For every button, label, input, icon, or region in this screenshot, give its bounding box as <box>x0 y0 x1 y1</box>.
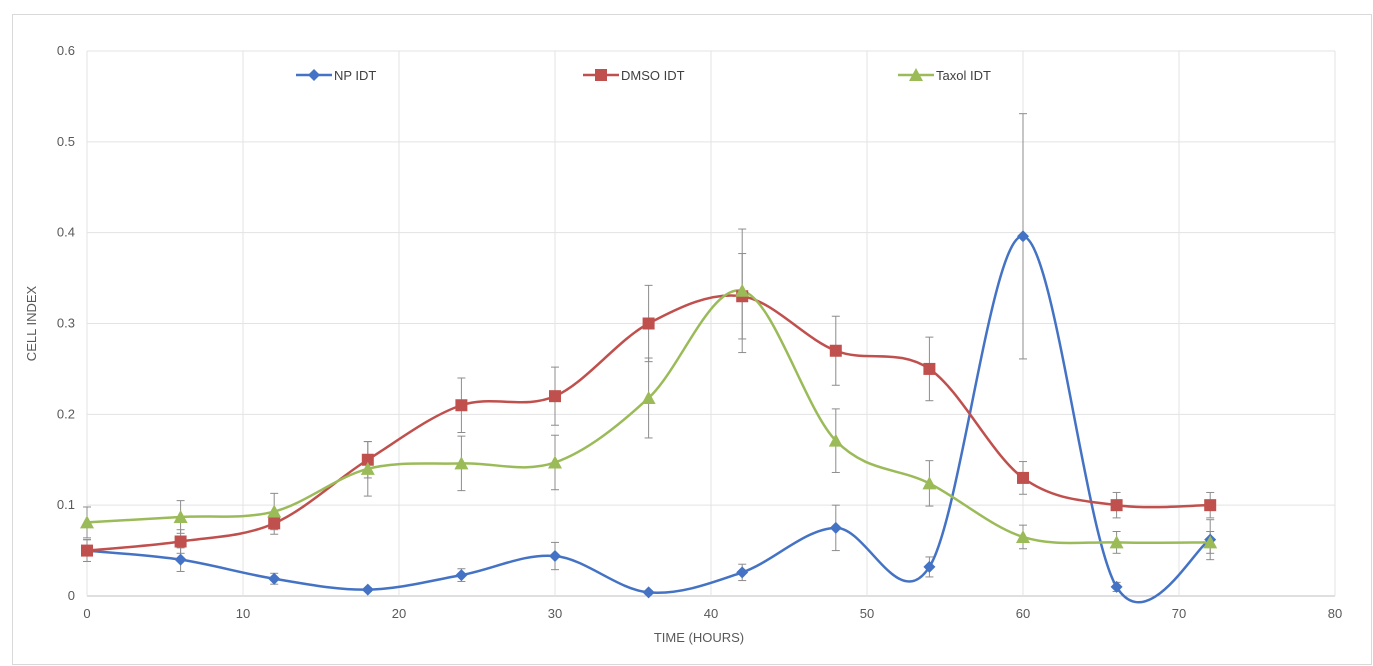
y-tick-label: 0.2 <box>57 406 75 421</box>
data-point-np-idt <box>1017 230 1029 243</box>
x-tick-label: 30 <box>548 606 562 621</box>
x-tick-label: 0 <box>83 606 90 621</box>
chart-frame: 0 0.1 0.2 0.3 0.4 0.5 0.6 0 10 20 30 40 50 60 70 80 NP … <box>12 14 1372 665</box>
y-tick-label: 0.3 <box>57 316 75 331</box>
data-point-dmso-idt <box>923 362 936 375</box>
x-axis-title: TIME (HOURS) <box>654 630 744 645</box>
data-point-dmso-idt <box>174 535 187 548</box>
data-point-taxol-idt <box>1109 535 1124 549</box>
data-point-taxol-idt <box>80 515 94 529</box>
y-tick-label: 0.1 <box>57 497 75 512</box>
series-line-np-idt <box>86 235 1211 604</box>
x-tick-label: 60 <box>1016 606 1030 621</box>
data-point-np-idt <box>549 550 561 563</box>
series-line-taxol-idt <box>86 289 1211 545</box>
legend-marker-np-idt <box>308 69 320 81</box>
y-tick-label: 0.5 <box>57 134 75 149</box>
legend-label-taxol-idt: Taxol IDT <box>936 68 991 83</box>
data-point-taxol-idt <box>548 455 562 469</box>
line-chart: 0 0.1 0.2 0.3 0.4 0.5 0.6 0 10 20 30 40 50 60 70 80 NP … <box>24 43 1342 645</box>
legend-item-np-idt: NP IDT <box>296 68 376 83</box>
data-point-dmso-idt <box>1204 499 1217 512</box>
legend-item-taxol-idt: Taxol IDT <box>898 68 991 83</box>
data-point-np-idt <box>642 586 655 599</box>
y-tick-label: 0.4 <box>57 225 75 240</box>
data-point-taxol-idt <box>922 476 937 490</box>
axis-ticks: 0 0.1 0.2 0.3 0.4 0.5 0.6 0 10 20 30 40 50 60 70 80 <box>57 43 1342 621</box>
y-tick-label: 0 <box>68 588 75 603</box>
y-axis-title: CELL INDEX <box>24 285 39 361</box>
data-point-taxol-idt <box>828 433 843 447</box>
data-point-taxol-idt <box>267 504 282 518</box>
data-point-dmso-idt <box>829 344 842 357</box>
data-point-dmso-idt <box>268 517 281 530</box>
data-point-np-idt <box>1110 580 1123 593</box>
series-layer <box>80 113 1218 604</box>
data-point-dmso-idt <box>1017 471 1029 484</box>
data-point-taxol-idt <box>360 461 375 475</box>
legend-marker-dmso-idt <box>595 69 607 81</box>
data-point-dmso-idt <box>642 317 655 330</box>
legend-label-dmso-idt: DMSO IDT <box>621 68 685 83</box>
data-point-dmso-idt <box>549 390 561 403</box>
data-point-taxol-idt <box>735 283 750 297</box>
data-point-taxol-idt <box>1016 529 1030 543</box>
x-tick-label: 50 <box>860 606 874 621</box>
data-point-np-idt <box>736 566 749 579</box>
data-point-taxol-idt <box>173 509 188 523</box>
x-tick-label: 10 <box>236 606 250 621</box>
legend-item-dmso-idt: DMSO IDT <box>583 68 685 83</box>
data-point-np-idt <box>268 572 281 585</box>
x-tick-label: 80 <box>1328 606 1342 621</box>
x-tick-label: 40 <box>704 606 718 621</box>
y-tick-label: 0.6 <box>57 43 75 58</box>
legend-label-np-idt: NP IDT <box>334 68 376 83</box>
x-tick-label: 70 <box>1172 606 1186 621</box>
x-tick-label: 20 <box>392 606 406 621</box>
data-point-taxol-idt <box>454 456 469 470</box>
data-point-np-idt <box>361 583 374 596</box>
legend: NP IDT DMSO IDT Taxol IDT <box>296 68 991 83</box>
data-point-np-idt <box>829 521 842 534</box>
data-point-dmso-idt <box>81 544 93 557</box>
data-point-np-idt <box>923 560 936 573</box>
data-point-np-idt <box>174 553 187 566</box>
data-point-np-idt <box>455 569 468 582</box>
data-point-dmso-idt <box>1110 499 1123 512</box>
data-point-dmso-idt <box>455 399 468 412</box>
data-point-taxol-idt <box>641 390 656 404</box>
legend-marker-taxol-idt <box>909 68 923 81</box>
data-point-taxol-idt <box>1203 535 1218 549</box>
data-point-dmso-idt <box>361 453 374 466</box>
